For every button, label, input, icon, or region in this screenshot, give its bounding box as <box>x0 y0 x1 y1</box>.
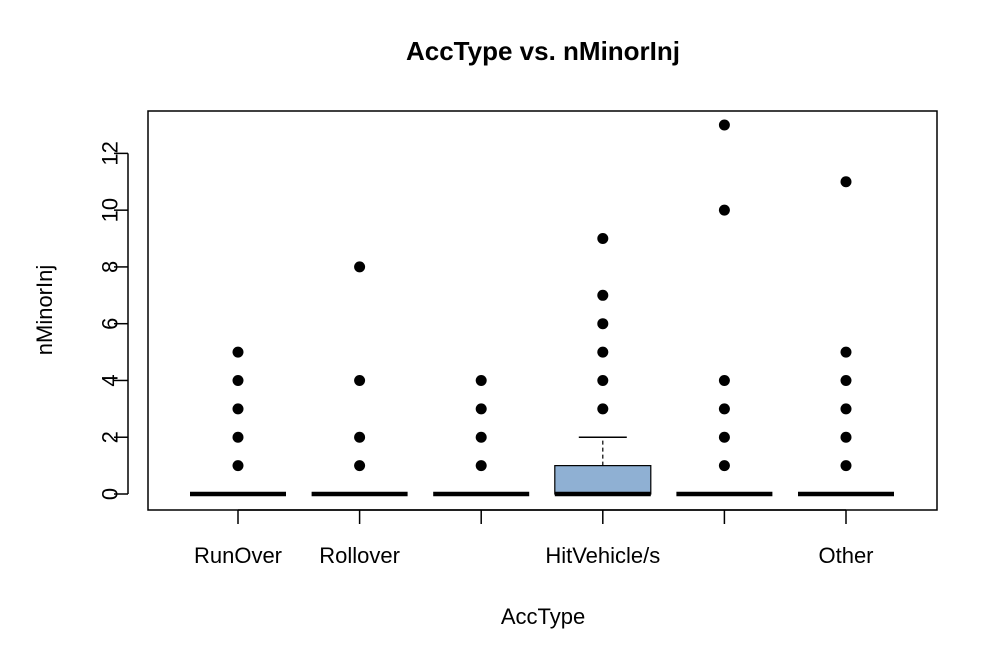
x-tick-label: Other <box>818 543 873 568</box>
y-tick-label: 4 <box>98 374 123 386</box>
outlier-point <box>718 374 730 386</box>
x-tick-label: RunOver <box>194 543 282 568</box>
chart-title: AccType vs. nMinorInj <box>406 36 680 66</box>
y-tick-label: 0 <box>98 488 123 500</box>
y-tick-label: 12 <box>98 141 123 165</box>
outlier-point <box>354 261 366 273</box>
y-tick-label: 10 <box>98 198 123 222</box>
outlier-point <box>718 431 730 443</box>
outlier-point <box>354 460 366 472</box>
outlier-point <box>840 460 852 472</box>
outlier-point <box>475 431 487 443</box>
outlier-point <box>840 431 852 443</box>
y-tick-label: 6 <box>98 318 123 330</box>
box-group <box>554 233 652 497</box>
y-tick-label: 8 <box>98 261 123 273</box>
x-tick-label: HitVehicle/s <box>545 543 660 568</box>
outlier-point <box>232 431 244 443</box>
y-tick-label: 2 <box>98 431 123 443</box>
outlier-point <box>718 119 730 131</box>
outlier-point <box>232 374 244 386</box>
box-group <box>190 346 286 497</box>
outlier-point <box>840 346 852 358</box>
outlier-point <box>475 403 487 415</box>
y-axis-label: nMinorInj <box>32 265 57 355</box>
outlier-point <box>840 403 852 415</box>
outlier-point <box>232 403 244 415</box>
outlier-point <box>475 374 487 386</box>
x-tick-label: Rollover <box>319 543 400 568</box>
outlier-point <box>475 460 487 472</box>
outlier-point <box>597 346 609 358</box>
outlier-point <box>354 431 366 443</box>
y-axis: 0 2 4 6 8 10 12 <box>98 141 129 500</box>
outlier-point <box>597 233 609 245</box>
outlier-point <box>597 318 609 330</box>
outlier-point <box>354 374 366 386</box>
box-series <box>190 119 894 497</box>
x-axis: RunOver Rollover HitVehicle/s Other <box>194 509 874 568</box>
box-group <box>433 374 530 497</box>
outlier-point <box>597 403 609 415</box>
outlier-point <box>597 289 609 301</box>
box-group <box>676 119 773 497</box>
plot-frame <box>147 110 938 511</box>
outlier-point <box>597 374 609 386</box>
box-group <box>798 176 894 497</box>
outlier-point <box>718 403 730 415</box>
outlier-point <box>718 204 730 216</box>
box-iqr <box>554 465 652 495</box>
outlier-point <box>232 460 244 472</box>
outlier-point <box>232 346 244 358</box>
outlier-point <box>840 176 852 188</box>
x-axis-label: AccType <box>501 604 585 629</box>
box-group <box>311 261 408 497</box>
outlier-point <box>718 460 730 472</box>
outlier-point <box>840 374 852 386</box>
